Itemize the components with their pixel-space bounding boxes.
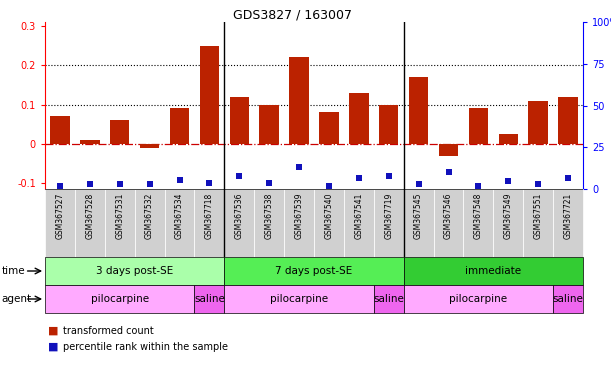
Text: GSM367528: GSM367528	[86, 192, 94, 238]
Point	[414, 181, 423, 187]
Bar	[224, 189, 254, 257]
Text: 7 days post-SE: 7 days post-SE	[276, 266, 353, 276]
Bar	[379, 104, 398, 144]
Bar	[493, 189, 523, 257]
Point	[145, 181, 155, 187]
Point	[235, 173, 244, 179]
Bar	[194, 189, 224, 257]
Bar	[140, 144, 159, 148]
Bar	[170, 108, 189, 144]
Text: GSM367546: GSM367546	[444, 192, 453, 239]
Bar	[314, 189, 344, 257]
Text: saline: saline	[552, 294, 584, 304]
Bar	[319, 113, 338, 144]
Text: saline: saline	[373, 294, 404, 304]
Bar	[404, 257, 583, 285]
Point	[85, 181, 95, 187]
Bar	[284, 189, 314, 257]
Bar	[290, 57, 309, 144]
Bar	[254, 189, 284, 257]
Text: saline: saline	[194, 294, 225, 304]
Text: 3 days post-SE: 3 days post-SE	[96, 266, 174, 276]
Text: pilocarpine: pilocarpine	[270, 294, 328, 304]
Text: pilocarpine: pilocarpine	[449, 294, 508, 304]
Text: GSM367531: GSM367531	[115, 192, 124, 239]
Point	[265, 180, 274, 187]
Bar	[529, 101, 548, 144]
Bar	[45, 257, 224, 285]
Bar	[404, 285, 553, 313]
Text: GSM367719: GSM367719	[384, 192, 393, 239]
Bar	[164, 189, 194, 257]
Bar	[50, 116, 70, 144]
Point	[324, 183, 334, 189]
Bar	[523, 189, 553, 257]
Text: pilocarpine: pilocarpine	[90, 294, 149, 304]
Bar	[374, 285, 404, 313]
Bar	[434, 189, 464, 257]
Text: GSM367551: GSM367551	[533, 192, 543, 239]
Bar	[404, 189, 434, 257]
Bar	[194, 285, 224, 313]
Text: GSM367539: GSM367539	[295, 192, 304, 239]
Bar	[134, 189, 164, 257]
Bar	[45, 285, 194, 313]
Bar	[553, 189, 583, 257]
Point	[503, 178, 513, 184]
Bar	[224, 285, 374, 313]
Point	[205, 180, 214, 186]
Text: GSM367549: GSM367549	[504, 192, 513, 239]
Point	[444, 169, 453, 175]
Bar	[439, 144, 458, 156]
Text: GSM367536: GSM367536	[235, 192, 244, 239]
Text: GSM367548: GSM367548	[474, 192, 483, 239]
Point	[354, 175, 364, 181]
Point	[175, 177, 185, 183]
Text: percentile rank within the sample: percentile rank within the sample	[64, 342, 229, 352]
Point	[55, 183, 65, 189]
Bar	[374, 189, 404, 257]
Bar	[80, 140, 100, 144]
Bar	[344, 189, 374, 257]
Bar	[200, 46, 219, 144]
Bar	[558, 97, 578, 144]
Text: GSM367527: GSM367527	[56, 192, 64, 239]
Bar	[110, 120, 130, 144]
Bar	[224, 257, 404, 285]
Text: GSM367718: GSM367718	[205, 192, 214, 238]
Bar	[409, 77, 428, 144]
Text: GSM367534: GSM367534	[175, 192, 184, 239]
Point	[115, 181, 125, 187]
Bar	[464, 189, 493, 257]
Text: GSM367532: GSM367532	[145, 192, 154, 239]
Text: transformed count: transformed count	[64, 326, 154, 336]
Text: GSM367541: GSM367541	[354, 192, 364, 239]
Bar	[45, 189, 75, 257]
Point	[533, 181, 543, 187]
Text: GSM367540: GSM367540	[324, 192, 334, 239]
Text: GSM367538: GSM367538	[265, 192, 274, 239]
Bar	[469, 108, 488, 144]
Point	[294, 164, 304, 170]
Bar	[104, 189, 134, 257]
Text: GDS3827 / 163007: GDS3827 / 163007	[233, 8, 353, 21]
Bar	[75, 189, 104, 257]
Bar	[499, 134, 518, 144]
Point	[474, 183, 483, 189]
Bar	[230, 97, 249, 144]
Text: agent: agent	[2, 294, 32, 304]
Text: ■: ■	[48, 342, 59, 352]
Point	[563, 175, 573, 182]
Text: immediate: immediate	[465, 266, 521, 276]
Text: GSM367721: GSM367721	[563, 192, 573, 238]
Point	[384, 172, 393, 179]
Text: GSM367545: GSM367545	[414, 192, 423, 239]
Bar	[553, 285, 583, 313]
Bar	[349, 93, 368, 144]
Bar	[260, 104, 279, 144]
Text: ■: ■	[48, 326, 59, 336]
Text: time: time	[2, 266, 26, 276]
